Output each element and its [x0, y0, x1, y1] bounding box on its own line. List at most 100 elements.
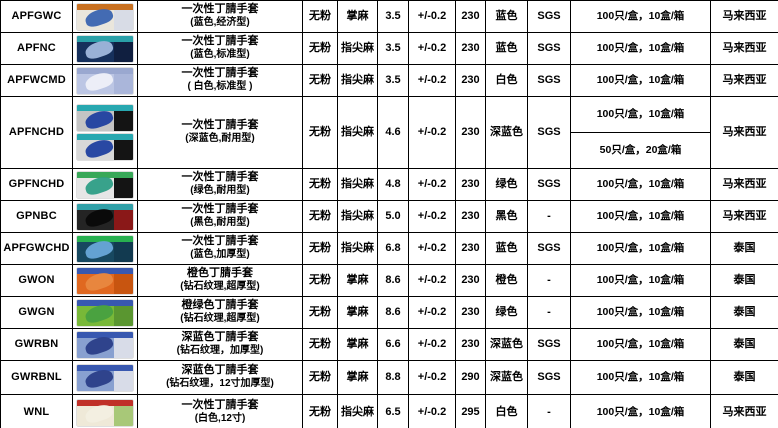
product-name: 一次性丁腈手套 — [181, 203, 259, 216]
tolerance-cell: +/-0.2 — [408, 96, 456, 169]
powder-cell: 无粉 — [302, 328, 338, 361]
product-code-cell: GWGN — [0, 296, 73, 329]
texture-cell: 指尖麻 — [337, 96, 378, 169]
product-subtitle: (深蓝色,耐用型) — [185, 133, 255, 145]
tolerance-cell: +/-0.2 — [408, 32, 456, 65]
table-row: GPFNCHD 一次性丁腈手套 (绿色,耐用型) 无粉 指尖麻 4.8 +/-0.2 230 绿… — [0, 168, 778, 201]
glove-box-photo — [77, 134, 133, 160]
packaging-cell: 100只/盒，10盒/箱 — [570, 96, 711, 133]
length-cell: 230 — [455, 328, 486, 361]
origin-cell: 泰国 — [710, 360, 778, 395]
glove-box-photo — [77, 105, 133, 131]
product-name-cell: 一次性丁腈手套 (黑色,耐用型) — [137, 200, 303, 233]
glove-icon — [83, 136, 115, 160]
product-name-cell: 一次性丁腈手套 (蓝色,经济型) — [137, 0, 303, 33]
texture-cell: 指尖麻 — [337, 64, 378, 97]
powder-cell: 无粉 — [302, 264, 338, 297]
origin-cell: 泰国 — [710, 232, 778, 265]
product-name: 深蓝色丁腈手套 — [181, 331, 259, 344]
length-cell: 230 — [455, 168, 486, 201]
tolerance-cell: +/-0.2 — [408, 360, 456, 395]
cert-cell: - — [527, 296, 571, 329]
table-row: APFGWC 一次性丁腈手套 (蓝色,经济型) 无粉 掌麻 3.5 +/-0.2 230 蓝色 S… — [0, 0, 778, 33]
glove-icon — [83, 206, 115, 229]
product-image-group — [75, 399, 135, 426]
product-code-cell: APFNC — [0, 32, 73, 65]
product-subtitle: (钻石纹理，加厚型) — [176, 345, 264, 357]
glove-icon — [83, 70, 115, 93]
product-image-group — [75, 267, 135, 294]
product-name-cell: 一次性丁腈手套 (深蓝色,耐用型) — [137, 96, 303, 169]
product-code-cell: GPNBC — [0, 200, 73, 233]
color-cell: 深蓝色 — [485, 360, 528, 395]
table-row: GWRBN 深蓝色丁腈手套 (钻石纹理，加厚型) 无粉 掌麻 6.6 +/-0.2 230 深蓝… — [0, 328, 778, 361]
glove-icon — [83, 302, 115, 325]
glove-icon — [83, 6, 115, 29]
glove-icon — [83, 270, 115, 293]
product-subtitle: ( 白色,标准型 ) — [187, 81, 253, 93]
texture-cell: 指尖麻 — [337, 232, 378, 265]
texture-cell: 掌麻 — [337, 0, 378, 33]
product-name-cell: 一次性丁腈手套 (蓝色,加厚型) — [137, 232, 303, 265]
length-cell: 230 — [455, 200, 486, 233]
product-code-cell: GPFNCHD — [0, 168, 73, 201]
color-cell: 蓝色 — [485, 232, 528, 265]
product-name-cell: 一次性丁腈手套 (蓝色,标准型) — [137, 32, 303, 65]
tolerance-cell: +/-0.2 — [408, 264, 456, 297]
product-image-cell — [72, 96, 138, 169]
color-cell: 深蓝色 — [485, 328, 528, 361]
tolerance-cell: +/-0.2 — [408, 328, 456, 361]
product-image-cell — [72, 64, 138, 97]
length-cell: 230 — [455, 96, 486, 169]
table-row: WNL 一次性丁腈手套 (白色,12寸) 无粉 指尖麻 6.5 +/-0.2 295 白色 -10… — [0, 394, 778, 428]
weight-cell: 3.5 — [377, 0, 409, 33]
product-name-cell: 橙绿色丁腈手套 (钻石纹理,超厚型) — [137, 296, 303, 329]
weight-cell: 4.6 — [377, 96, 409, 169]
powder-cell: 无粉 — [302, 0, 338, 33]
product-code-cell: GWON — [0, 264, 73, 297]
packaging-cell: 100只/盒，10盒/箱 — [570, 328, 711, 361]
product-image-group — [75, 203, 135, 230]
packaging-cell: 100只/盒，10盒/箱 — [570, 168, 711, 201]
table-row: GPNBC 一次性丁腈手套 (黑色,耐用型) 无粉 指尖麻 5.0 +/-0.2 230 黑色 -… — [0, 200, 778, 233]
weight-cell: 8.6 — [377, 264, 409, 297]
product-image-group — [75, 299, 135, 326]
product-name-cell: 深蓝色丁腈手套 (钻石纹理，加厚型) — [137, 328, 303, 361]
table-row: GWGN 橙绿色丁腈手套 (钻石纹理,超厚型) 无粉 掌麻 8.6 +/-0.2 230 绿色 -… — [0, 296, 778, 329]
packaging-cell: 100只/盒，10盒/箱 — [570, 32, 711, 65]
color-cell: 深蓝色 — [485, 96, 528, 169]
product-image-cell — [72, 200, 138, 233]
product-subtitle: (钻石纹理,超厚型) — [180, 281, 260, 293]
packaging-cell: 100只/盒，10盒/箱 — [570, 64, 711, 97]
color-cell: 蓝色 — [485, 32, 528, 65]
packaging-cell: 100只/盒，10盒/箱 — [570, 232, 711, 265]
texture-cell: 掌麻 — [337, 328, 378, 361]
product-name: 深蓝色丁腈手套 — [181, 364, 259, 377]
weight-cell: 4.8 — [377, 168, 409, 201]
product-subtitle: (蓝色,加厚型) — [190, 249, 250, 261]
cert-cell: SGS — [527, 96, 571, 169]
product-subtitle: (钻石纹理，12寸加厚型) — [166, 378, 274, 390]
weight-cell: 8.8 — [377, 360, 409, 395]
tolerance-cell: +/-0.2 — [408, 168, 456, 201]
packaging-cell: 50只/盒，20盒/箱 — [570, 132, 711, 169]
table-row: APFWCMD 一次性丁腈手套( 白色,标准型 ) 无粉 指尖麻 3.5 +/-0.2 23… — [0, 64, 778, 97]
origin-cell: 泰国 — [710, 264, 778, 297]
product-subtitle: (蓝色,标准型) — [190, 49, 250, 61]
product-subtitle: (黑色,耐用型) — [190, 217, 250, 229]
product-name-cell: 橙色丁腈手套 (钻石纹理,超厚型) — [137, 264, 303, 297]
product-name: 一次性丁腈手套 — [181, 235, 259, 248]
length-cell: 295 — [455, 394, 486, 428]
powder-cell: 无粉 — [302, 32, 338, 65]
product-code-cell: WNL — [0, 394, 73, 428]
product-subtitle: (绿色,耐用型) — [190, 185, 250, 197]
packaging-cell: 100只/盒，10盒/箱 — [570, 264, 711, 297]
origin-cell: 马来西亚 — [710, 394, 778, 428]
packaging-cell: 100只/盒，10盒/箱 — [570, 0, 711, 33]
tolerance-cell: +/-0.2 — [408, 394, 456, 428]
color-cell: 蓝色 — [485, 0, 528, 33]
origin-cell: 马来西亚 — [710, 96, 778, 169]
texture-cell: 掌麻 — [337, 264, 378, 297]
origin-cell: 马来西亚 — [710, 168, 778, 201]
powder-cell: 无粉 — [302, 168, 338, 201]
